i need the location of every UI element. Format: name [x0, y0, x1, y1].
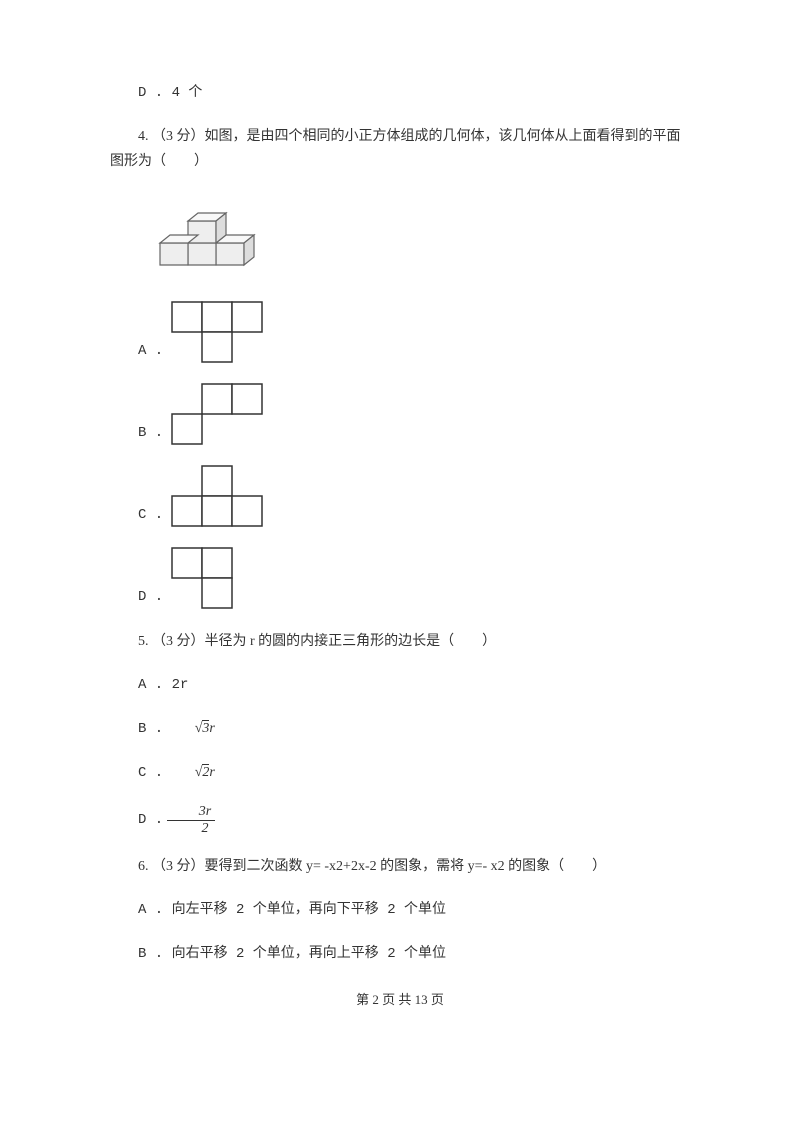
q5-optD-frac: 3r 2 [167, 804, 215, 836]
q5-stem: 5. （3 分）半径为 r 的圆的内接正三角形的边长是（ ） [110, 629, 690, 654]
footer-text: 第 2 页 共 13 页 [356, 992, 444, 1007]
q4-optC-label: C . [138, 503, 163, 528]
q4-optB-label: B . [138, 421, 163, 446]
q6-option-b: B . 向右平移 2 个单位，再向上平移 2 个单位 [110, 941, 690, 967]
page-content: D . 4 个 4. （3 分）如图，是由四个相同的小正方体组成的几何体，该几何… [0, 0, 800, 1051]
q5-optC-label: C . [138, 765, 163, 781]
q4-option-b: B . [138, 383, 690, 447]
q4-option-a: A . [138, 301, 690, 365]
q6-optA-text: A . 向左平移 2 个单位，再向下平移 2 个单位 [138, 902, 446, 918]
q5-option-a: A . 2r [110, 672, 690, 698]
q5-optD-label: D . [138, 812, 163, 828]
q4-stem: 4. （3 分）如图，是由四个相同的小正方体组成的几何体，该几何体从上面看得到的… [110, 124, 690, 174]
q4-optD-label: D . [138, 585, 163, 610]
q3-option-d: D . 4 个 [110, 80, 690, 106]
q6-optB-text: B . 向右平移 2 个单位，再向上平移 2 个单位 [138, 946, 446, 962]
q5-option-d: D . 3r 2 [110, 804, 690, 836]
q4-figure [138, 193, 690, 283]
q4-optB-shape [171, 383, 267, 447]
q5-optA-text: A . 2r [138, 677, 188, 693]
q6-stem: 6. （3 分）要得到二次函数 y= -x2+2x-2 的图象，需将 y=- x… [110, 854, 690, 879]
cube-iso-diagram [138, 193, 278, 283]
q4-option-d: D . [138, 547, 690, 611]
q4-stem-text: 4. （3 分）如图，是由四个相同的小正方体组成的几何体，该几何体从上面看得到的… [110, 129, 681, 169]
q4-option-c: C . [138, 465, 690, 529]
q5-optB-math: √3r [167, 716, 215, 741]
q3-optD-text: D . 4 个 [138, 85, 202, 101]
q5-option-c: C . √2r [110, 760, 690, 786]
q5-option-b: B . √3r [110, 716, 690, 742]
q5-stem-text: 5. （3 分）半径为 r 的圆的内接正三角形的边长是（ ） [138, 634, 496, 649]
q5-optD-den: 2 [167, 821, 215, 836]
page-footer: 第 2 页 共 13 页 [110, 988, 690, 1011]
q6-option-a: A . 向左平移 2 个单位，再向下平移 2 个单位 [110, 897, 690, 923]
q4-optA-label: A . [138, 339, 163, 364]
q4-optD-shape [171, 547, 237, 611]
q4-optC-shape [171, 465, 267, 529]
q4-optA-shape [171, 301, 267, 365]
q5-optD-num: 3r [167, 804, 215, 820]
q5-optB-label: B . [138, 721, 163, 737]
q5-optC-math: √2r [167, 760, 215, 785]
cube-right [216, 235, 254, 265]
q6-stem-text: 6. （3 分）要得到二次函数 y= -x2+2x-2 的图象，需将 y=- x… [138, 859, 606, 874]
